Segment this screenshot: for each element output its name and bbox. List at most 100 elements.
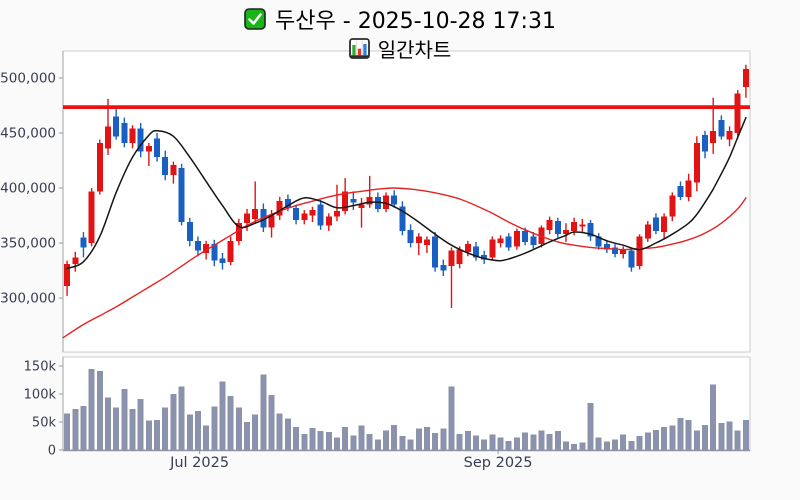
price-axis-label: 500,000 bbox=[0, 70, 56, 86]
volume-bar bbox=[284, 418, 291, 450]
volume-bar bbox=[546, 433, 553, 450]
volume-bar bbox=[620, 434, 627, 450]
bar-chart-icon bbox=[348, 37, 370, 59]
candle-body bbox=[718, 119, 725, 137]
volume-axis-label: 0 bbox=[48, 444, 56, 459]
candle-body bbox=[562, 229, 569, 235]
candle-body bbox=[473, 246, 480, 258]
candle-body bbox=[742, 69, 749, 87]
candle-body bbox=[677, 185, 684, 197]
candle-body bbox=[579, 224, 586, 227]
candle-body bbox=[203, 244, 210, 253]
volume-bar bbox=[194, 410, 201, 450]
candle-body bbox=[342, 191, 349, 212]
candle-body bbox=[137, 128, 144, 152]
candle-body bbox=[325, 216, 332, 226]
candle-body bbox=[513, 230, 520, 247]
candle-body bbox=[244, 213, 251, 224]
volume-bar bbox=[219, 381, 226, 450]
price-axis-label: 450,000 bbox=[0, 125, 56, 141]
volume-bar bbox=[104, 397, 111, 450]
volume-bar bbox=[309, 428, 316, 450]
volume-bar bbox=[350, 435, 357, 450]
volume-bar bbox=[612, 439, 619, 450]
candle-body bbox=[644, 224, 651, 239]
volume-bar bbox=[366, 433, 373, 450]
candle-body bbox=[252, 208, 259, 219]
volume-bar bbox=[154, 419, 161, 450]
volume-bar bbox=[603, 441, 610, 450]
date-axis-label: Sep 2025 bbox=[464, 455, 533, 471]
volume-bar bbox=[538, 430, 545, 450]
volume-bar bbox=[726, 421, 733, 450]
chart-header: 두산우 - 2025-10-28 17:31 일간차트 bbox=[0, 0, 800, 62]
volume-bar bbox=[325, 432, 332, 450]
candle-body bbox=[432, 236, 439, 268]
price-axis-label: 400,000 bbox=[0, 181, 56, 197]
candle-body bbox=[194, 240, 201, 251]
long-moving-average-line bbox=[62, 187, 747, 339]
candle-body bbox=[407, 229, 414, 244]
green-checkbox-icon bbox=[244, 8, 266, 30]
volume-bar bbox=[571, 443, 578, 450]
volume-bar bbox=[72, 409, 79, 450]
volume-bar bbox=[383, 430, 390, 450]
volume-bar bbox=[464, 430, 471, 450]
candle-body bbox=[505, 236, 512, 248]
candle-body bbox=[489, 239, 496, 258]
volume-bar bbox=[293, 427, 300, 450]
candle-body bbox=[293, 207, 300, 220]
volume-bar bbox=[235, 407, 242, 450]
volume-axis-label: 100k bbox=[24, 388, 57, 403]
volume-bar bbox=[301, 433, 308, 450]
candle-body bbox=[734, 93, 741, 133]
volume-bar bbox=[522, 432, 529, 450]
candle-body bbox=[685, 180, 692, 197]
candle-body bbox=[440, 265, 447, 271]
volume-bar bbox=[96, 371, 103, 450]
volume-bar bbox=[145, 420, 152, 450]
volume-bar bbox=[423, 427, 430, 450]
volume-bar bbox=[415, 428, 422, 450]
candle-body bbox=[219, 258, 226, 263]
volume-bar bbox=[669, 425, 676, 450]
price-plot-area[interactable] bbox=[62, 50, 751, 353]
volume-bar bbox=[137, 399, 144, 450]
candle-body bbox=[652, 217, 659, 231]
short-moving-average-line bbox=[66, 116, 747, 270]
candle-body bbox=[726, 130, 733, 140]
volume-bar bbox=[129, 409, 136, 450]
candle-body bbox=[636, 236, 643, 267]
volume-bar bbox=[252, 414, 259, 450]
volume-bar bbox=[358, 425, 365, 450]
date-axis-label: Jul 2025 bbox=[169, 455, 229, 471]
volume-plot-area[interactable] bbox=[62, 356, 751, 451]
volume-bar bbox=[432, 433, 439, 450]
candle-body bbox=[64, 263, 71, 286]
candle-body bbox=[333, 211, 340, 217]
volume-bar bbox=[186, 414, 193, 450]
candle-body bbox=[96, 142, 103, 192]
candle-body bbox=[276, 201, 283, 216]
volume-bar bbox=[497, 437, 504, 450]
volume-bar bbox=[374, 439, 381, 450]
candle-body bbox=[350, 199, 357, 203]
candle-body bbox=[145, 146, 152, 152]
candle-body bbox=[227, 240, 234, 262]
candle-body bbox=[235, 223, 242, 241]
candle-body bbox=[113, 116, 120, 137]
candle-body bbox=[595, 236, 602, 247]
candle-body bbox=[481, 255, 488, 260]
volume-bar bbox=[391, 424, 398, 450]
chart-title: 두산우 - 2025-10-28 17:31 bbox=[0, 4, 800, 34]
volume-bar bbox=[473, 435, 480, 450]
price-axis-label: 300,000 bbox=[0, 291, 56, 307]
volume-bar bbox=[718, 423, 725, 450]
price-axis-label: 350,000 bbox=[0, 236, 56, 252]
candle-body bbox=[391, 195, 398, 205]
volume-bar bbox=[407, 439, 414, 450]
volume-bar bbox=[244, 422, 251, 450]
candle-body bbox=[530, 236, 537, 246]
volume-bar bbox=[178, 386, 185, 450]
